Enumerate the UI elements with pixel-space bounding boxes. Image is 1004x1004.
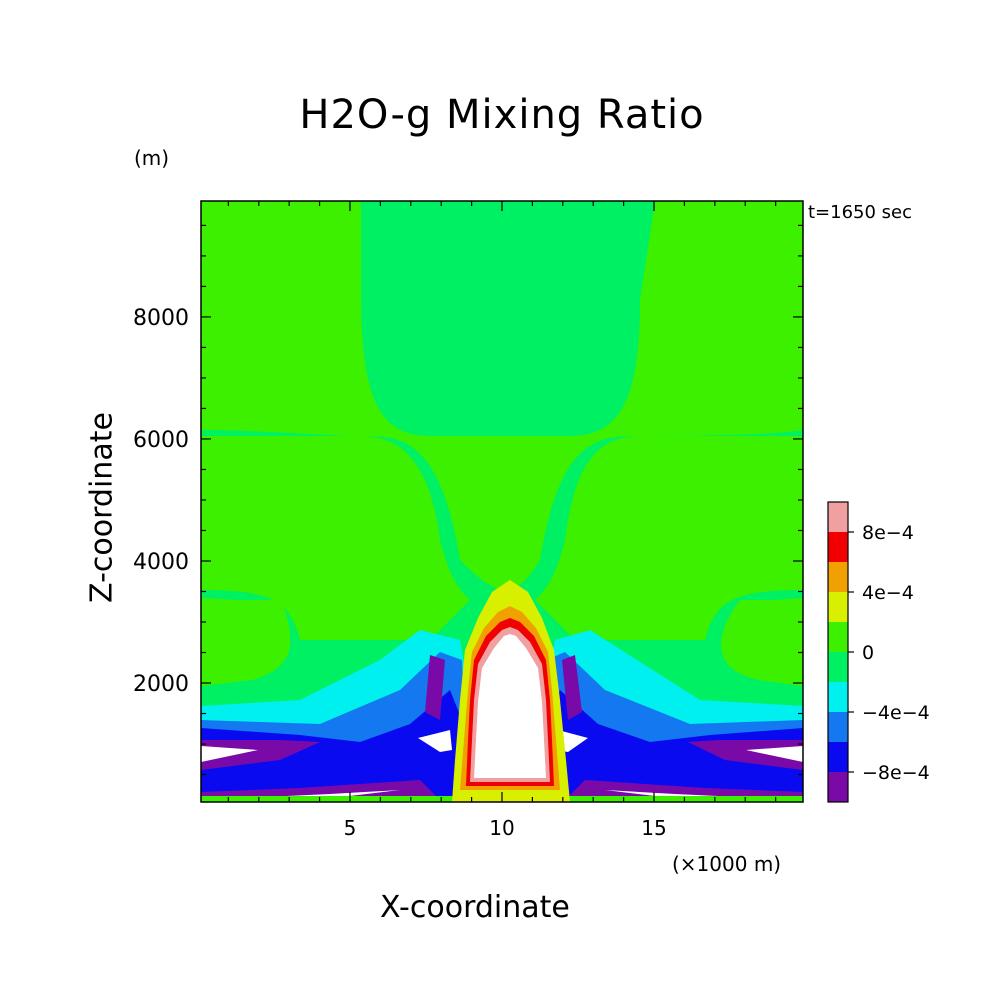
colorbar: −8e−4 −4e−4 0 4e−4 8e−4 [827,501,930,803]
colorbar-tick-label: 0 [862,642,874,664]
colorbar-segment [828,652,848,682]
x-axis-ticks: 5 10 15 [227,201,777,840]
y-tick-label: 8000 [133,306,189,331]
chart-title: H2O-g Mixing Ratio [299,92,705,138]
colorbar-segment [828,532,848,562]
colorbar-tick-label: 8e−4 [862,522,914,544]
colorbar-segment [828,592,848,622]
colorbar-segment [828,742,848,772]
colorbar-tick-label: −8e−4 [862,762,930,784]
region-upper-central-column [361,201,655,436]
contour-field [201,201,803,802]
y-tick-label: 4000 [133,550,189,575]
region-darkblue-band [201,690,803,800]
colorbar-segment [828,562,848,592]
colorbar-segment [828,682,848,712]
x-axis-unit: (×1000 m) [672,852,782,876]
colorbar-tick-label: −4e−4 [862,702,930,724]
x-tick-label: 10 [489,816,514,840]
region-left-positive-pocket [201,598,291,686]
y-axis-ticks: 2000 4000 6000 8000 [133,224,803,776]
region-right-positive-pocket [723,598,803,686]
y-tick-label: 2000 [133,672,189,697]
colorbar-segment [828,502,848,532]
colorbar-segment [828,622,848,652]
time-annotation: t=1650 sec [808,202,913,223]
colorbar-tick-label: 4e−4 [862,582,914,604]
x-tick-label: 15 [641,816,666,840]
region-left-shoulder [201,436,470,640]
region-plume-core [474,634,546,778]
x-axis-label: X-coordinate [380,890,570,925]
colorbar-segment [828,772,848,802]
x-tick-label: 5 [344,816,357,840]
y-tick-label: 6000 [133,428,189,453]
y-axis-unit: (m) [134,146,170,170]
colorbar-segment [828,712,848,742]
region-right-shoulder [535,436,803,640]
